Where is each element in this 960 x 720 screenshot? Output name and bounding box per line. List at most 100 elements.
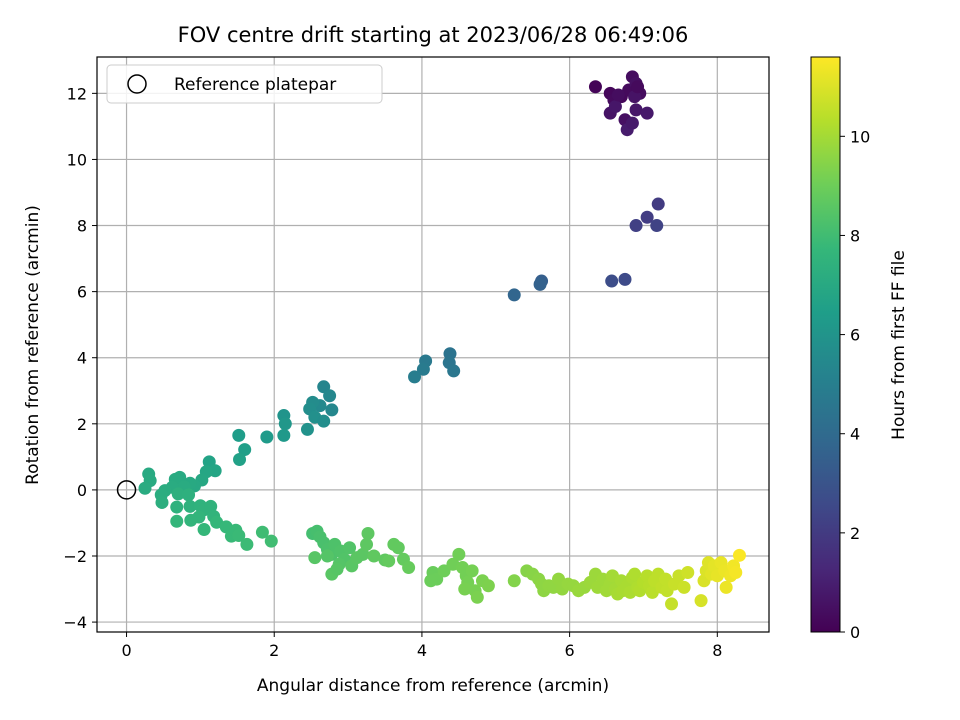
colorbar-label: Hours from first FF file bbox=[889, 250, 909, 440]
data-point bbox=[343, 541, 357, 555]
y-tick-label: 6 bbox=[77, 283, 87, 302]
y-tick-label: 4 bbox=[77, 349, 87, 368]
y-tick-label: 12 bbox=[67, 84, 87, 103]
data-point bbox=[170, 514, 184, 528]
data-point bbox=[391, 541, 405, 555]
data-point bbox=[631, 80, 645, 94]
data-point bbox=[645, 585, 659, 599]
data-point bbox=[628, 567, 642, 581]
data-point bbox=[640, 210, 654, 224]
data-point bbox=[171, 487, 185, 501]
data-point bbox=[628, 90, 642, 104]
data-point bbox=[308, 551, 322, 565]
data-point bbox=[138, 481, 152, 495]
data-point bbox=[232, 428, 246, 442]
data-point bbox=[260, 430, 274, 444]
data-point bbox=[238, 443, 252, 457]
data-point bbox=[197, 523, 211, 537]
data-point bbox=[470, 590, 484, 604]
x-tick-label: 4 bbox=[417, 641, 427, 660]
legend: Reference platepar bbox=[106, 64, 383, 104]
data-point bbox=[360, 537, 374, 551]
data-point bbox=[264, 534, 278, 548]
data-point bbox=[183, 499, 197, 513]
x-axis-ticks: 0 2 4 6 8 bbox=[121, 632, 722, 660]
plot-frame bbox=[96, 56, 770, 633]
data-point bbox=[155, 495, 169, 509]
colorbar-tick-label: 2 bbox=[850, 524, 860, 543]
data-point bbox=[447, 364, 461, 378]
data-point bbox=[651, 197, 665, 211]
data-point bbox=[719, 580, 733, 594]
data-point bbox=[507, 288, 521, 302]
data-point bbox=[452, 547, 466, 561]
y-axis-label: Rotation from reference (arcmin) bbox=[23, 205, 43, 485]
data-point bbox=[681, 566, 695, 580]
colorbar bbox=[810, 56, 841, 633]
data-point bbox=[184, 513, 198, 527]
colorbar-tick-label: 4 bbox=[850, 425, 860, 444]
data-point bbox=[317, 414, 331, 428]
data-point bbox=[640, 106, 654, 120]
data-point bbox=[424, 574, 438, 588]
data-point bbox=[611, 88, 625, 102]
data-point bbox=[588, 80, 602, 94]
data-point bbox=[382, 554, 396, 568]
data-point bbox=[481, 579, 495, 593]
data-point bbox=[320, 549, 334, 563]
legend-marker bbox=[127, 74, 147, 94]
data-point bbox=[629, 219, 643, 233]
data-point bbox=[625, 116, 639, 130]
data-point bbox=[650, 219, 664, 233]
data-point bbox=[240, 537, 254, 551]
data-point bbox=[402, 561, 416, 575]
y-tick-label: 0 bbox=[77, 481, 87, 500]
data-point bbox=[323, 389, 337, 403]
y-tick-label: −4 bbox=[63, 613, 87, 632]
data-point bbox=[729, 566, 743, 580]
legend-entry-reference-platepar: Reference platepar bbox=[174, 75, 336, 95]
reference-platepar-marker bbox=[116, 480, 137, 500]
chart-title: FOV centre drift starting at 2023/06/28 … bbox=[178, 23, 689, 47]
data-point bbox=[361, 527, 375, 541]
colorbar-ticks: 0 2 4 6 8 10 bbox=[840, 127, 870, 642]
data-point bbox=[605, 274, 619, 288]
y-axis-ticks: −4 −2 0 2 4 6 8 10 12 bbox=[63, 84, 97, 632]
data-point bbox=[170, 500, 184, 514]
data-point bbox=[233, 453, 247, 466]
data-point bbox=[367, 549, 381, 563]
y-tick-label: 8 bbox=[77, 217, 87, 236]
data-point bbox=[408, 370, 422, 384]
data-point bbox=[732, 548, 746, 562]
data-point bbox=[356, 547, 370, 561]
x-tick-label: 6 bbox=[565, 641, 575, 660]
data-point bbox=[300, 422, 314, 436]
y-tick-label: −2 bbox=[63, 547, 87, 566]
data-point bbox=[677, 580, 691, 594]
data-point bbox=[694, 594, 708, 608]
colorbar-tick-label: 10 bbox=[850, 127, 870, 146]
data-point bbox=[416, 362, 430, 376]
colorbar-tick-label: 8 bbox=[850, 226, 860, 245]
data-point bbox=[325, 403, 339, 417]
grid-lines bbox=[97, 57, 769, 632]
data-point bbox=[552, 572, 566, 586]
y-tick-label: 2 bbox=[77, 415, 87, 434]
data-point bbox=[277, 428, 291, 442]
data-point bbox=[618, 272, 632, 286]
data-point bbox=[232, 529, 246, 543]
data-point bbox=[330, 562, 344, 576]
colorbar-tick-label: 6 bbox=[850, 326, 860, 345]
data-point bbox=[255, 525, 269, 539]
data-point bbox=[465, 564, 479, 578]
colorbar-tick-label: 0 bbox=[850, 623, 860, 642]
data-point bbox=[437, 564, 451, 578]
data-point bbox=[278, 417, 292, 431]
data-point bbox=[533, 277, 547, 291]
data-point bbox=[182, 488, 196, 502]
data-point bbox=[608, 100, 622, 114]
data-point bbox=[665, 597, 679, 611]
data-point bbox=[629, 103, 643, 117]
data-points bbox=[138, 70, 746, 611]
